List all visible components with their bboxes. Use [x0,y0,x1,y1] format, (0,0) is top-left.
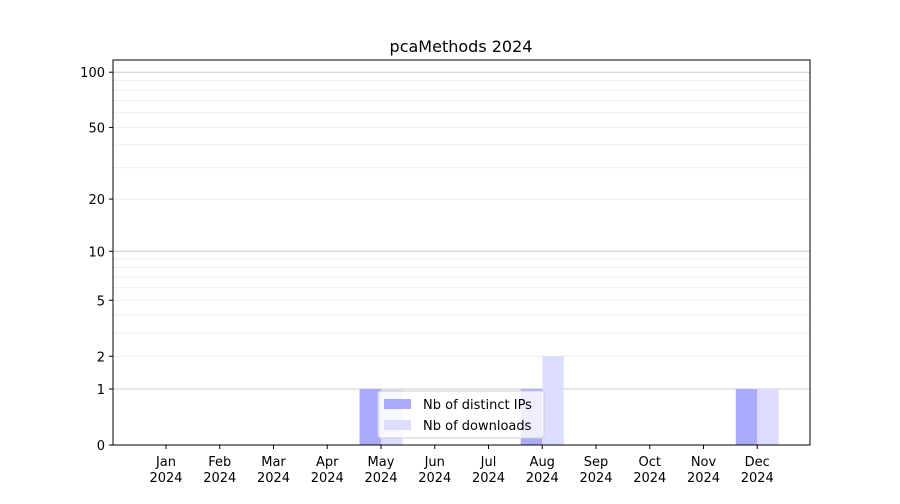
bar-ips [735,389,758,445]
x-tick-label: Feb [208,455,231,470]
x-tick-label: May [368,455,395,470]
y-tick-label: 5 [97,294,105,309]
x-tick-label: 2024 [311,471,344,486]
x-tick-label: 2024 [418,471,451,486]
bar-downloads [757,389,779,445]
x-tick-label: 2024 [526,471,559,486]
legend-swatch-ips [384,399,411,409]
x-tick-label: 2024 [203,471,236,486]
chart-title: pcaMethods 2024 [390,37,533,56]
y-tick-label: 2 [97,350,105,365]
x-tick-label: 2024 [633,471,666,486]
legend-label-ips: Nb of distinct IPs [423,398,532,413]
x-tick-label: Jun [424,455,445,470]
legend-box [377,390,545,439]
x-tick-label: Dec [745,455,770,470]
x-tick-label: Mar [261,455,286,470]
x-tick-label: Apr [316,455,339,470]
legend: Nb of distinct IPs Nb of downloads [377,390,545,439]
x-tick-label: 2024 [364,471,397,486]
x-tick-label: 2024 [472,471,505,486]
bar-ips [359,389,381,445]
x-tick-label: Aug [530,455,555,470]
y-tick-label: 1 [97,383,105,398]
legend-label-downloads: Nb of downloads [423,419,532,434]
x-tick-label: Jan [155,455,176,470]
x-tick-label: 2024 [579,471,612,486]
y-tick-label: 10 [88,245,105,260]
x-tick-label: Oct [639,455,661,470]
x-tick-label: 2024 [741,471,774,486]
y-tick-label: 100 [80,66,105,81]
x-tick-label: Nov [691,455,717,470]
x-tick-label: 2024 [257,471,290,486]
y-tick-label: 20 [88,193,105,208]
legend-swatch-downloads [384,420,411,430]
x-tick-label: 2024 [687,471,720,486]
plot-frame [112,59,811,446]
x-tick-label: Sep [584,455,609,470]
y-tick-label: 50 [88,121,105,136]
bar-downloads [542,356,564,445]
x-tick-label: 2024 [149,471,182,486]
x-tick-label: Jul [480,455,497,470]
y-tick-label: 0 [97,439,105,454]
